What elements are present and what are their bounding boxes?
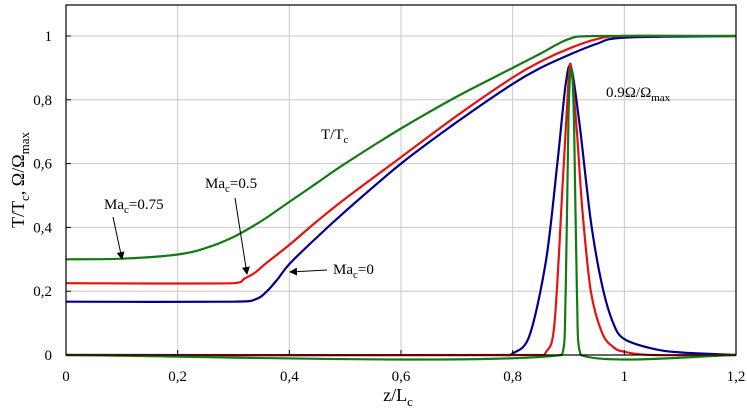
- annotation-omega: 0.9Ω/Ωmax: [606, 85, 671, 104]
- x-tick-label: 1: [621, 369, 629, 385]
- y-axis-label: T/Tc, Ω/Ωmax: [8, 132, 32, 228]
- ticks: 0 0,2 0,4 0,6 0,8 1 1,2 0 0,2 0,4 0,6 0,8 1: [33, 29, 745, 385]
- series-line-5: [65, 66, 737, 361]
- annotation-t-over-tc: T/Tc: [321, 127, 349, 146]
- x-tick-label: 0,8: [503, 369, 522, 385]
- annotation-ma-05: Mac=0.5: [205, 176, 257, 195]
- series-line-1: [65, 34, 737, 285]
- y-tick-label: 1: [45, 29, 53, 45]
- x-axis-label: z/Lc: [383, 385, 413, 409]
- arrow-ma-075: [112, 216, 125, 260]
- y-tick-label: 0,2: [33, 284, 52, 300]
- y-tick-label: 0,4: [33, 220, 52, 236]
- series-line-0: [65, 34, 737, 303]
- annotation-ma-075: Mac=0.75: [104, 197, 164, 216]
- annotation-ma-0: Mac=0: [333, 262, 374, 281]
- y-tick-label: 0,6: [33, 157, 52, 173]
- y-tick-label: 0: [45, 348, 53, 364]
- x-tick-label: 0,2: [168, 369, 187, 385]
- x-tick-label: 0: [62, 369, 70, 385]
- y-tick-label: 0,8: [33, 93, 52, 109]
- x-tick-label: 0,6: [392, 369, 411, 385]
- series-line-2: [65, 34, 737, 261]
- arrow-ma-0: [289, 267, 328, 276]
- x-tick-label: 0,4: [280, 369, 299, 385]
- x-tick-label: 1,2: [727, 369, 746, 385]
- arrow-ma-05: [234, 197, 250, 275]
